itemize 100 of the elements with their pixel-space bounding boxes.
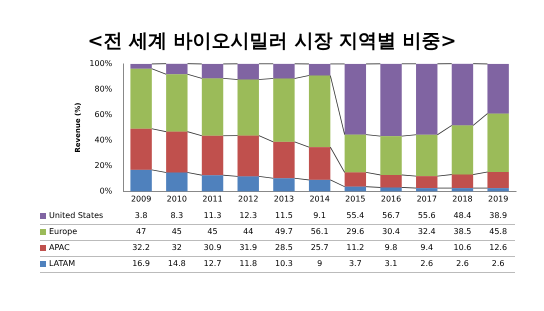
data-label: 9 bbox=[317, 259, 322, 268]
bar bbox=[166, 64, 188, 74]
data-label: 32.4 bbox=[418, 227, 436, 236]
data-label: 2.6 bbox=[456, 259, 469, 268]
data-label: 38.9 bbox=[489, 211, 508, 220]
x-tick-label: 2013 bbox=[274, 194, 294, 204]
data-label: 45 bbox=[172, 227, 182, 236]
bar bbox=[308, 76, 330, 148]
bar bbox=[273, 142, 295, 178]
data-label: 2.6 bbox=[492, 259, 505, 268]
data-label: 3.1 bbox=[384, 259, 398, 268]
bar bbox=[380, 136, 402, 175]
data-label: 55.6 bbox=[418, 211, 436, 220]
data-label: 9.1 bbox=[313, 211, 326, 220]
bar bbox=[238, 176, 259, 192]
data-label: 45 bbox=[207, 227, 218, 236]
x-tick-label: 2010 bbox=[166, 194, 188, 204]
x-tick-label: 2016 bbox=[380, 194, 402, 204]
bar bbox=[308, 64, 330, 76]
y-tick-label: 100% bbox=[89, 58, 113, 68]
bar bbox=[380, 64, 402, 136]
data-label: 16.9 bbox=[132, 259, 150, 268]
x-tick-label: 2011 bbox=[202, 194, 223, 204]
bar bbox=[273, 64, 295, 78]
data-label: 11.2 bbox=[346, 243, 364, 252]
data-label: 44 bbox=[243, 227, 254, 236]
bar bbox=[308, 180, 330, 192]
bar bbox=[202, 175, 224, 192]
data-label: 38.5 bbox=[454, 227, 472, 236]
bar bbox=[487, 188, 509, 192]
data-label: 12.6 bbox=[489, 243, 508, 252]
data-label: 11.8 bbox=[239, 259, 258, 268]
bar bbox=[416, 188, 438, 192]
bar bbox=[166, 74, 188, 132]
y-tick-label: 0% bbox=[100, 186, 113, 196]
x-tick-label: 2015 bbox=[345, 194, 366, 204]
bar bbox=[238, 136, 259, 176]
bar bbox=[344, 134, 366, 172]
bar bbox=[202, 64, 224, 78]
bar bbox=[380, 174, 402, 188]
x-tick-label: 2018 bbox=[452, 194, 473, 204]
legend-label: APAC bbox=[49, 243, 70, 252]
data-label: 14.8 bbox=[168, 259, 186, 268]
bar bbox=[487, 114, 509, 172]
data-label: 47 bbox=[136, 227, 146, 236]
data-label: 31.9 bbox=[239, 243, 258, 252]
data-label: 32.2 bbox=[132, 243, 150, 252]
bar bbox=[202, 78, 224, 136]
bar bbox=[308, 147, 330, 180]
bar bbox=[130, 128, 152, 170]
legend-label: LATAM bbox=[49, 259, 76, 268]
bar bbox=[452, 125, 474, 175]
bar bbox=[344, 172, 366, 187]
data-label: 29.6 bbox=[346, 227, 364, 236]
bar bbox=[416, 134, 438, 176]
y-tick-label: 40% bbox=[94, 135, 113, 144]
bar bbox=[238, 79, 259, 136]
y-tick-label: 60% bbox=[94, 110, 113, 119]
data-label: 8.3 bbox=[170, 211, 184, 220]
bar bbox=[166, 132, 188, 173]
x-tick-label: 2009 bbox=[130, 194, 152, 204]
data-label: 9.4 bbox=[420, 243, 434, 252]
data-label: 9.8 bbox=[384, 243, 398, 252]
data-label: 30.9 bbox=[204, 243, 222, 252]
bar bbox=[452, 174, 474, 188]
bar bbox=[452, 188, 474, 192]
data-label: 3.7 bbox=[348, 259, 362, 268]
bar bbox=[487, 64, 509, 114]
data-label: 32 bbox=[172, 243, 182, 252]
data-label: 25.7 bbox=[310, 243, 329, 252]
data-label: 48.4 bbox=[454, 211, 472, 220]
data-label: 30.4 bbox=[382, 227, 400, 236]
x-tick-label: 2014 bbox=[309, 194, 330, 204]
data-label: 45.8 bbox=[489, 227, 508, 236]
data-label: 3.8 bbox=[134, 211, 148, 220]
bar bbox=[130, 170, 152, 192]
data-label: 10.3 bbox=[275, 259, 293, 268]
bar bbox=[130, 68, 152, 129]
x-tick-label: 2019 bbox=[488, 194, 508, 204]
data-label: 2.6 bbox=[420, 259, 434, 268]
data-label: 11.5 bbox=[275, 211, 293, 220]
y-tick-label: 80% bbox=[94, 84, 113, 94]
bar bbox=[344, 64, 366, 135]
bar bbox=[416, 176, 438, 188]
data-label: 49.7 bbox=[275, 227, 293, 236]
x-tick-label: 2017 bbox=[416, 194, 437, 204]
y-tick-label: 20% bbox=[94, 160, 113, 170]
bar bbox=[452, 64, 474, 126]
data-label: 11.3 bbox=[204, 211, 222, 220]
bar bbox=[344, 186, 366, 192]
bar bbox=[273, 178, 295, 192]
legend-label: Europe bbox=[49, 227, 78, 236]
bar bbox=[487, 172, 509, 188]
data-label: 56.1 bbox=[310, 227, 329, 236]
data-label: 12.3 bbox=[239, 211, 258, 220]
bar bbox=[130, 64, 152, 69]
x-tick-label: 2012 bbox=[238, 194, 258, 204]
bar bbox=[273, 78, 295, 142]
data-label: 10.6 bbox=[454, 243, 472, 252]
chart-title: <전 세계 바이오시밀러 시장 지역별 비중> bbox=[86, 29, 458, 54]
